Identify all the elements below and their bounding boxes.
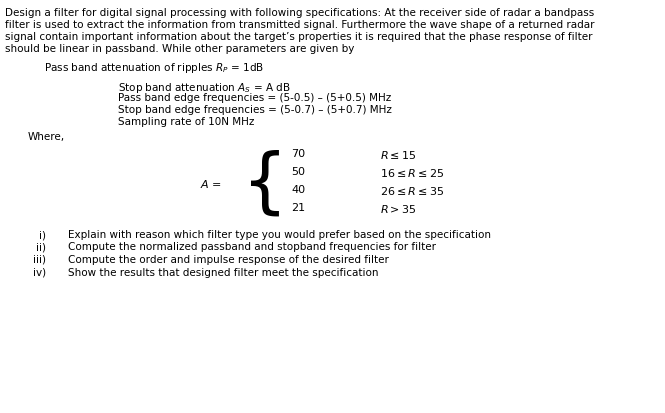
Text: Where,: Where, — [28, 132, 65, 142]
Text: 40: 40 — [291, 185, 305, 195]
Text: Compute the normalized passband and stopband frequencies for filter: Compute the normalized passband and stop… — [68, 242, 436, 252]
Text: $26\leq R\leq35$: $26\leq R\leq35$ — [380, 185, 444, 197]
Text: Show the results that designed filter meet the specification: Show the results that designed filter me… — [68, 268, 378, 278]
Text: ii): ii) — [36, 242, 46, 252]
Text: $A$ =: $A$ = — [200, 178, 222, 190]
Text: 50: 50 — [291, 167, 305, 177]
Text: Design a filter for digital signal processing with following specifications: At : Design a filter for digital signal proce… — [5, 8, 595, 18]
Text: $R\leq15$: $R\leq15$ — [380, 149, 416, 161]
Text: $R>35$: $R>35$ — [380, 203, 416, 215]
Text: Stop band edge frequencies = (5-0.7) – (5+0.7) MHz: Stop band edge frequencies = (5-0.7) – (… — [118, 105, 392, 115]
Text: {: { — [242, 150, 288, 218]
Text: 21: 21 — [291, 203, 305, 213]
Text: Sampling rate of 10N MHz: Sampling rate of 10N MHz — [118, 117, 255, 127]
Text: filter is used to extract the information from transmitted signal. Furthermore t: filter is used to extract the informatio… — [5, 20, 595, 30]
Text: Pass band attenuation of ripples $R_P$ = 1dB: Pass band attenuation of ripples $R_P$ =… — [44, 61, 264, 75]
Text: $16\leq R\leq25$: $16\leq R\leq25$ — [380, 167, 444, 179]
Text: should be linear in passband. While other parameters are given by: should be linear in passband. While othe… — [5, 44, 354, 54]
Text: i): i) — [39, 230, 46, 240]
Text: Compute the order and impulse response of the desired filter: Compute the order and impulse response o… — [68, 255, 389, 265]
Text: Stop band attenuation $A_S$ = A dB: Stop band attenuation $A_S$ = A dB — [118, 81, 291, 95]
Text: Pass band edge frequencies = (5-0.5) – (5+0.5) MHz: Pass band edge frequencies = (5-0.5) – (… — [118, 93, 391, 103]
Text: iii): iii) — [33, 255, 46, 265]
Text: Explain with reason which filter type you would prefer based on the specificatio: Explain with reason which filter type yo… — [68, 230, 491, 240]
Text: iv): iv) — [33, 268, 46, 278]
Text: 70: 70 — [291, 149, 305, 159]
Text: signal contain important information about the target’s properties it is require: signal contain important information abo… — [5, 32, 593, 42]
